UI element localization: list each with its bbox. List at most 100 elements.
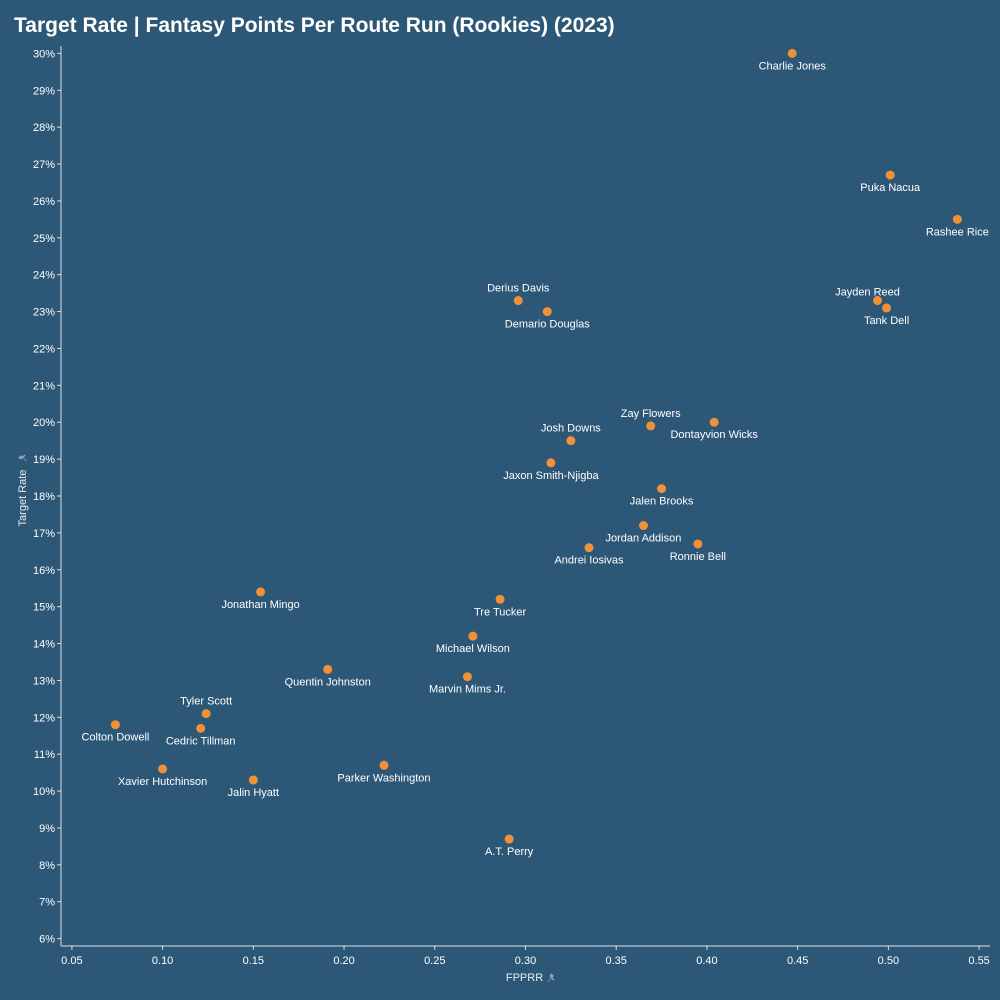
- data-point[interactable]: Dontayvion Wicks: [670, 417, 758, 442]
- point-marker[interactable]: [462, 672, 472, 682]
- point-label: Jalen Brooks: [630, 496, 694, 508]
- y-tick-label: 7%: [39, 897, 55, 909]
- y-tick-label: 27%: [33, 159, 55, 171]
- point-label: Michael Wilson: [436, 643, 510, 655]
- data-point[interactable]: Puka Nacua: [860, 170, 921, 195]
- point-marker[interactable]: [248, 775, 258, 785]
- x-tick-label: 0.15: [243, 955, 264, 967]
- pin-icon[interactable]: [18, 454, 27, 462]
- point-label: Andrei Iosivas: [554, 555, 624, 567]
- data-point[interactable]: Zay Flowers: [621, 408, 681, 431]
- point-marker[interactable]: [584, 543, 594, 553]
- data-point[interactable]: Quentin Johnston: [285, 664, 371, 689]
- y-axis: 6% 7% 8% 9% 10% 11% 12% 13% 14% 15% 16% 17% 18% 19% 20…: [33, 46, 62, 946]
- point-marker[interactable]: [546, 458, 556, 468]
- point-label: Ronnie Bell: [670, 551, 726, 563]
- point-marker[interactable]: [256, 587, 266, 597]
- point-marker[interactable]: [495, 594, 505, 604]
- data-point[interactable]: Tre Tucker: [474, 594, 527, 619]
- data-point[interactable]: Jonathan Mingo: [221, 587, 300, 611]
- point-marker[interactable]: [657, 484, 667, 494]
- data-point[interactable]: Parker Washington: [337, 760, 431, 785]
- point-marker[interactable]: [542, 307, 552, 317]
- y-tick-label: 16%: [33, 565, 55, 577]
- y-tick-label: 6%: [39, 934, 55, 946]
- data-point[interactable]: Xavier Hutchinson: [118, 764, 207, 788]
- point-marker[interactable]: [709, 417, 719, 427]
- y-tick-label: 21%: [33, 380, 55, 392]
- x-axis-title-group: FPPRR: [506, 972, 555, 984]
- data-point[interactable]: Marvin Mims Jr.: [429, 672, 506, 696]
- data-point[interactable]: Rashee Rice: [926, 214, 989, 239]
- x-tick-label: 0.25: [424, 955, 445, 967]
- y-tick-label: 19%: [33, 454, 55, 466]
- point-marker[interactable]: [196, 723, 206, 733]
- y-tick-label: 23%: [33, 307, 55, 319]
- x-axis: 0.05 0.10 0.15 0.20 0.25 0.30 0.35 0.40 0.45 0.50…: [61, 945, 990, 967]
- data-point[interactable]: Cedric Tillman: [166, 723, 236, 748]
- point-label: Puka Nacua: [860, 182, 921, 194]
- data-point[interactable]: Andrei Iosivas: [554, 543, 624, 567]
- point-label: Dontayvion Wicks: [670, 429, 758, 441]
- point-label: Tyler Scott: [180, 696, 232, 708]
- point-marker[interactable]: [952, 214, 962, 224]
- point-marker[interactable]: [566, 436, 576, 446]
- point-label: Derius Davis: [487, 283, 550, 295]
- pin-icon[interactable]: [547, 973, 555, 982]
- point-label: Jaxon Smith-Njigba: [503, 470, 599, 482]
- y-tick-label: 15%: [33, 602, 55, 614]
- x-tick-label: 0.20: [333, 955, 354, 967]
- data-point[interactable]: Tyler Scott: [180, 696, 232, 719]
- x-tick-label: 0.45: [787, 955, 808, 967]
- data-point[interactable]: Derius Davis: [487, 283, 550, 306]
- point-marker[interactable]: [323, 664, 333, 674]
- point-label: Demario Douglas: [505, 319, 590, 331]
- data-point[interactable]: Demario Douglas: [505, 307, 590, 331]
- point-marker[interactable]: [468, 631, 478, 641]
- point-label: Jordan Addison: [606, 533, 682, 545]
- point-marker[interactable]: [513, 296, 523, 306]
- point-label: Zay Flowers: [621, 408, 681, 420]
- point-marker[interactable]: [379, 760, 389, 770]
- y-axis-title-group: Target Rate: [17, 454, 29, 526]
- point-marker[interactable]: [110, 720, 120, 730]
- chart-title: Target Rate | Fantasy Points Per Route R…: [14, 14, 615, 37]
- data-point[interactable]: Tank Dell: [864, 303, 909, 327]
- point-label: Cedric Tillman: [166, 735, 236, 747]
- data-point[interactable]: Jordan Addison: [606, 521, 682, 545]
- y-tick-label: 24%: [33, 270, 55, 282]
- data-point[interactable]: Josh Downs: [541, 423, 601, 446]
- data-point[interactable]: Jalen Brooks: [630, 484, 694, 508]
- point-label: Jayden Reed: [835, 287, 900, 299]
- y-tick-label: 29%: [33, 85, 55, 97]
- point-marker[interactable]: [693, 539, 703, 549]
- y-tick-label: 30%: [33, 48, 55, 60]
- data-point[interactable]: Colton Dowell: [81, 720, 149, 744]
- point-marker[interactable]: [201, 709, 211, 719]
- point-marker[interactable]: [158, 764, 168, 774]
- point-marker[interactable]: [638, 521, 648, 531]
- data-point[interactable]: Jayden Reed: [835, 287, 900, 306]
- y-tick-label: 28%: [33, 122, 55, 134]
- y-tick-label: 11%: [34, 749, 55, 761]
- point-marker[interactable]: [646, 421, 656, 431]
- x-axis-title: FPPRR: [506, 972, 543, 984]
- y-tick-label: 12%: [33, 712, 55, 724]
- data-point[interactable]: Michael Wilson: [436, 631, 510, 656]
- point-label: Jonathan Mingo: [221, 599, 299, 611]
- y-tick-label: 13%: [33, 675, 55, 687]
- point-marker[interactable]: [873, 296, 883, 306]
- data-point[interactable]: Jaxon Smith-Njigba: [503, 458, 599, 482]
- data-point[interactable]: Charlie Jones: [759, 48, 827, 73]
- data-point[interactable]: A.T. Perry: [485, 834, 534, 859]
- point-label: Josh Downs: [541, 423, 601, 435]
- y-tick-label: 25%: [33, 233, 55, 245]
- point-marker[interactable]: [787, 48, 797, 58]
- data-point[interactable]: Jalin Hyatt: [228, 775, 279, 800]
- point-marker[interactable]: [504, 834, 514, 844]
- data-point[interactable]: Ronnie Bell: [670, 539, 726, 563]
- point-marker[interactable]: [882, 303, 892, 313]
- x-tick-label: 0.35: [606, 955, 627, 967]
- point-marker[interactable]: [885, 170, 895, 180]
